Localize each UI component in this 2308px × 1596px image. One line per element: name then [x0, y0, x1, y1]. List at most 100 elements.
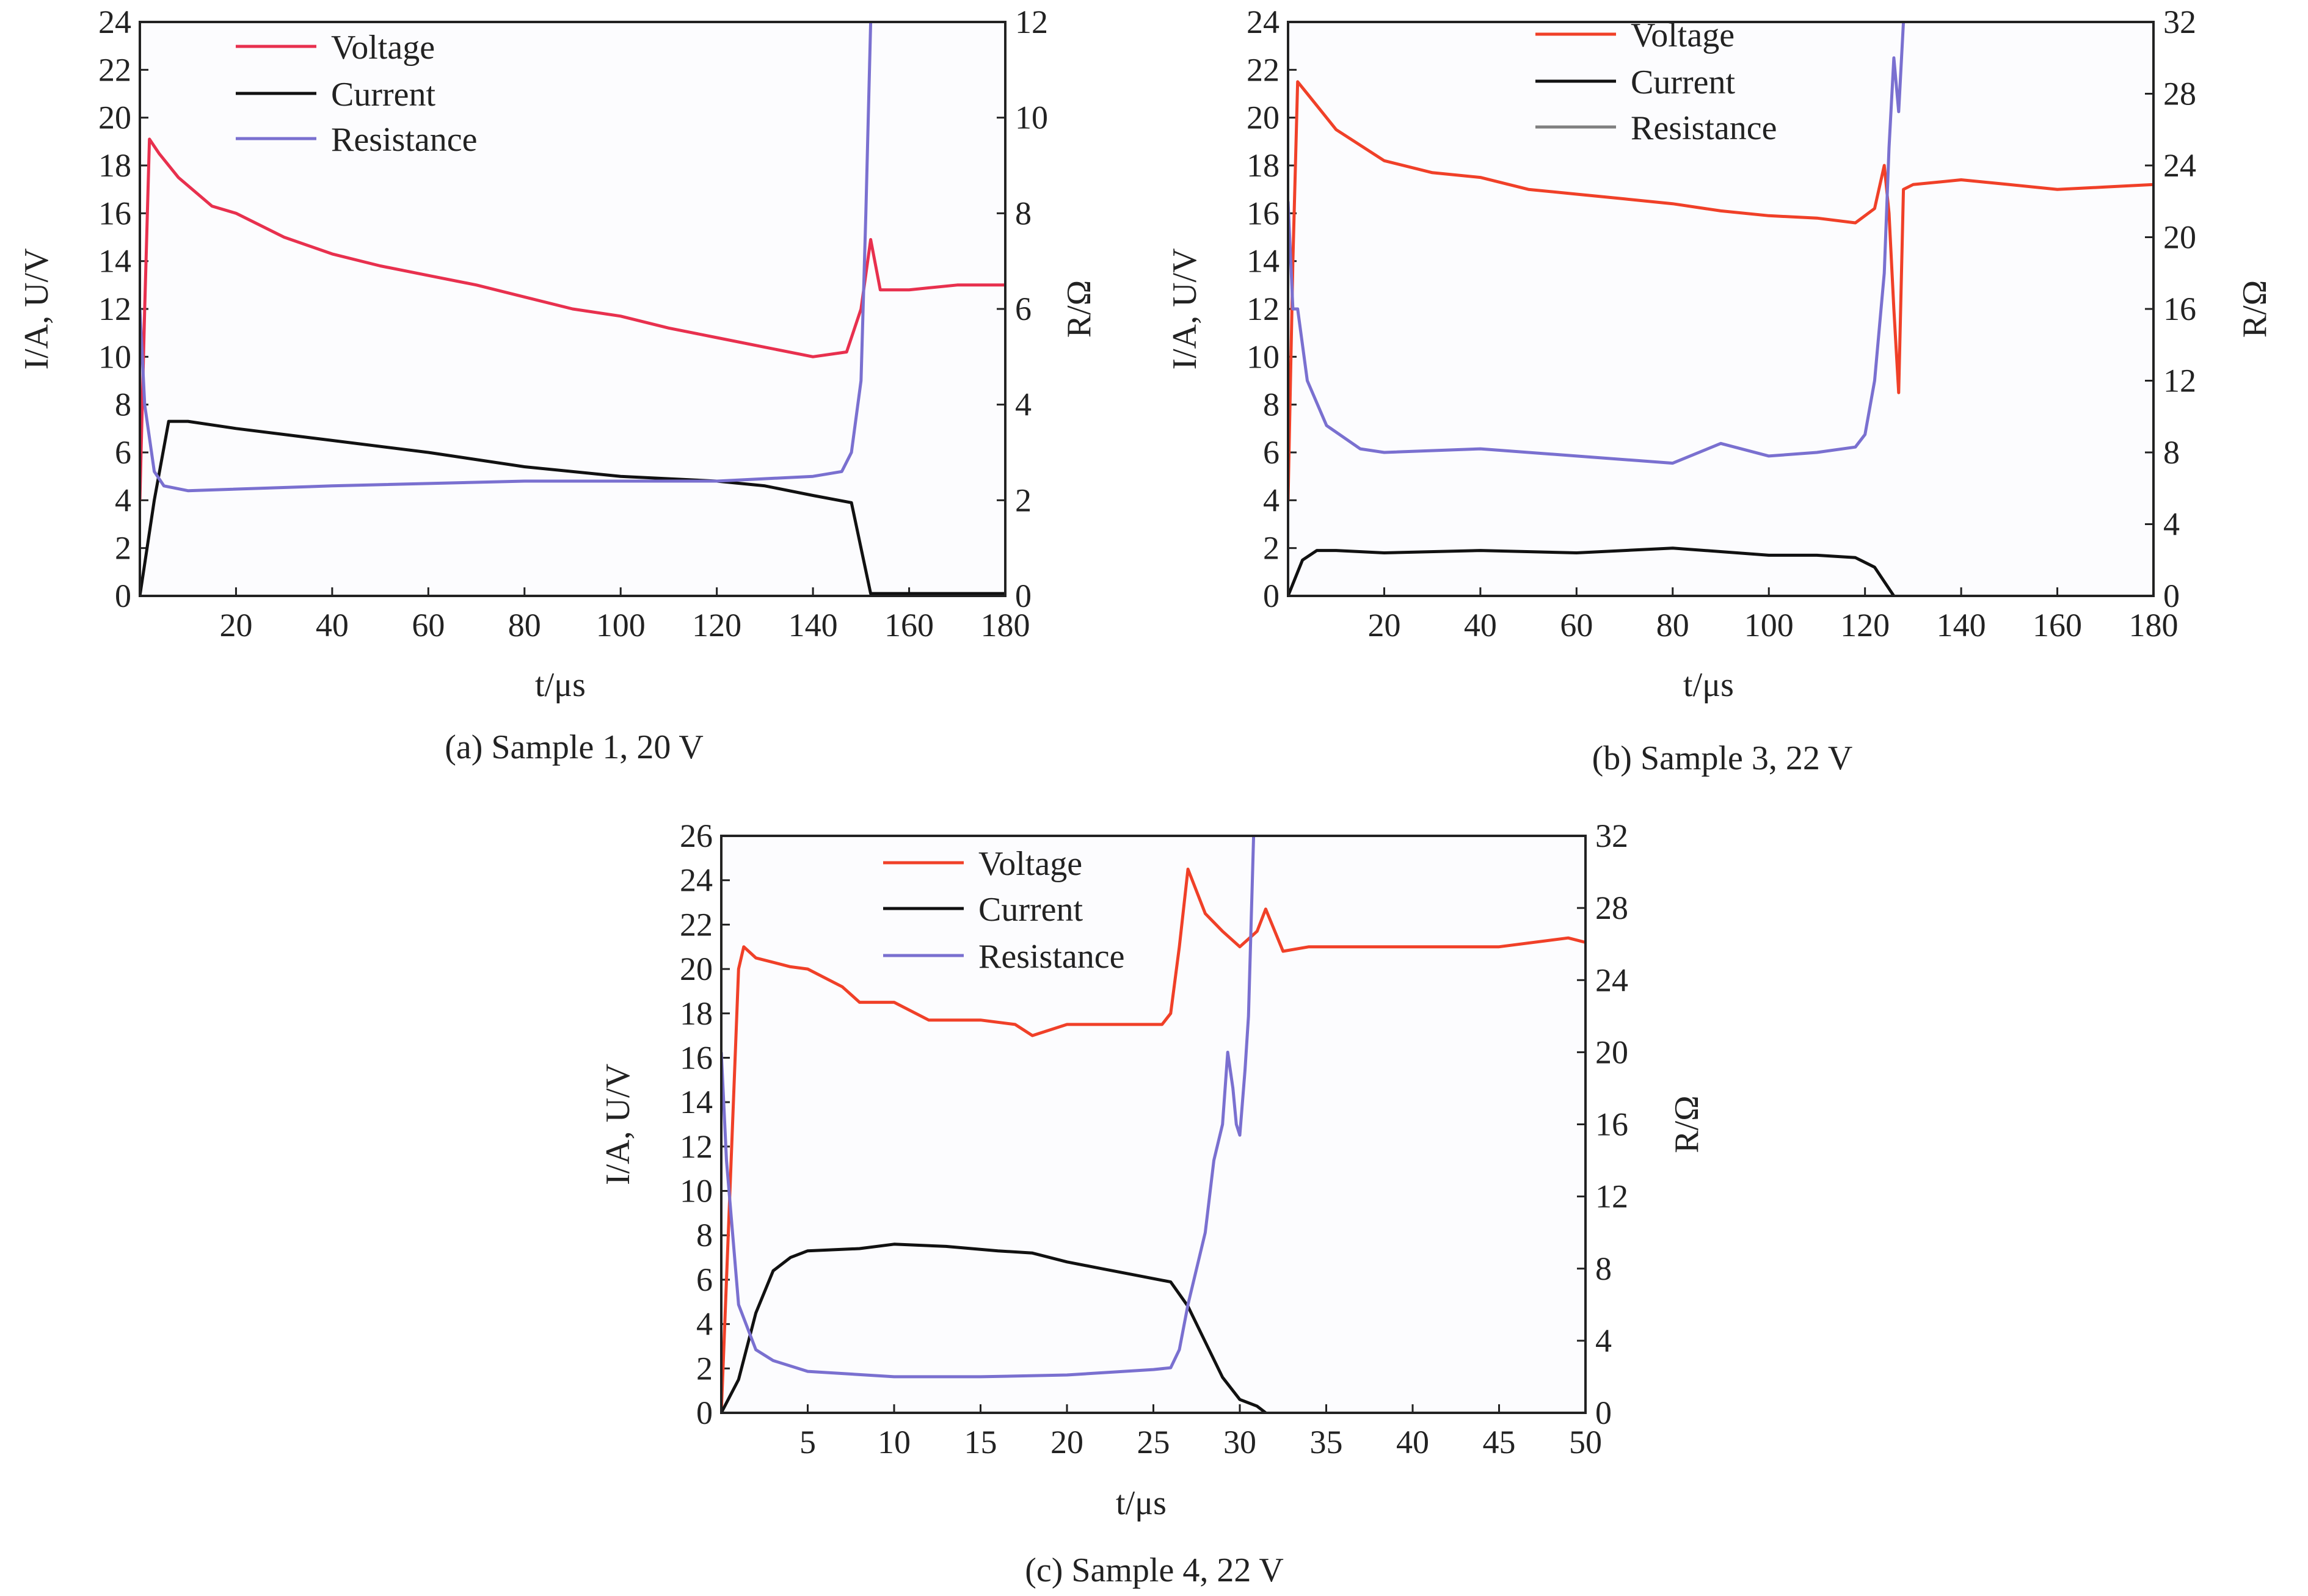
y-tick-label: 16 [1247, 195, 1280, 231]
y2-tick-label: 0 [1015, 578, 1032, 614]
y2-tick-label: 16 [1595, 1106, 1628, 1143]
x-tick-label: 120 [1840, 607, 1890, 644]
legend-label: Resistance [331, 121, 477, 159]
y-tick-label: 24 [1247, 4, 1280, 40]
y2-tick-label: 12 [2163, 363, 2196, 399]
y-tick-label: 2 [115, 530, 131, 567]
y-tick-label: 22 [680, 906, 713, 943]
x-axis-label: t/μs [535, 666, 586, 704]
x-tick-label: 120 [692, 607, 741, 644]
series-line-current [721, 1242, 1267, 1413]
y2-tick-label: 16 [2163, 291, 2196, 327]
x-tick-label: 40 [316, 607, 349, 644]
y-tick-label: 12 [1247, 291, 1280, 327]
x-tick-label: 140 [1937, 607, 1986, 644]
y2-tick-label: 28 [2163, 76, 2196, 112]
series-line-resistance [140, 22, 873, 493]
series-line-voltage [140, 137, 1005, 501]
legend-label: Current [331, 76, 436, 114]
y2-tick-label: 0 [2163, 578, 2180, 614]
y2-tick-label: 2 [1015, 482, 1032, 518]
y2-tick-label: 6 [1015, 291, 1032, 327]
y-axis-label: I/A, U/V [1166, 248, 1204, 369]
plot-frame [720, 835, 1587, 1414]
legend-label: Voltage [978, 845, 1082, 883]
y-tick-label: 4 [1263, 482, 1280, 518]
legend-label: Voltage [331, 29, 435, 67]
y2-tick-label: 24 [2163, 147, 2196, 184]
series-line-voltage [721, 868, 1585, 1413]
plot-area [1288, 22, 2153, 596]
y2-tick-label: 32 [1595, 818, 1628, 854]
y2-tick-label: 32 [2163, 4, 2196, 40]
y-tick-label: 0 [115, 578, 131, 614]
chart-caption: (a) Sample 1, 20 V [445, 728, 704, 766]
y2-tick-label: 10 [1015, 100, 1048, 136]
x-axis-label: t/μs [1683, 666, 1734, 704]
y-tick-label: 4 [696, 1306, 713, 1343]
x-tick-label: 180 [2129, 607, 2179, 644]
y2-axis-label: R/Ω [1668, 1095, 1706, 1153]
y-tick-label: 0 [1263, 578, 1280, 614]
legend-label: Resistance [978, 938, 1124, 976]
y-tick-label: 6 [696, 1261, 713, 1298]
legend-label: Voltage [1631, 16, 1735, 54]
y-tick-label: 20 [680, 951, 713, 987]
x-tick-label: 160 [884, 607, 934, 644]
y2-axis-label: R/Ω [1060, 280, 1098, 338]
y2-tick-label: 4 [1595, 1322, 1612, 1359]
y-tick-label: 22 [1247, 51, 1280, 88]
legend-label: Current [1631, 63, 1736, 101]
y2-tick-label: 4 [2163, 506, 2180, 543]
x-tick-label: 10 [878, 1424, 911, 1460]
x-tick-label: 35 [1310, 1424, 1343, 1460]
y2-axis-label: R/Ω [2236, 280, 2274, 338]
y-tick-label: 6 [1263, 434, 1280, 471]
x-tick-label: 80 [1656, 607, 1689, 644]
y-tick-label: 20 [1247, 100, 1280, 136]
series-line-current [1288, 546, 1895, 596]
x-tick-label: 40 [1396, 1424, 1429, 1460]
x-tick-label: 60 [1560, 607, 1593, 644]
y-axis-label: I/A, U/V [18, 248, 56, 369]
y2-tick-label: 20 [1595, 1034, 1628, 1070]
y-tick-label: 12 [680, 1128, 713, 1165]
y-tick-label: 2 [1263, 530, 1280, 567]
y-tick-label: 10 [1247, 338, 1280, 375]
y-tick-label: 26 [680, 818, 713, 854]
y2-tick-label: 8 [1595, 1250, 1612, 1287]
y-tick-label: 18 [98, 147, 131, 184]
plot-frame [139, 21, 1007, 597]
x-tick-label: 5 [799, 1424, 816, 1460]
y2-tick-label: 12 [1595, 1178, 1628, 1215]
y2-tick-label: 8 [2163, 434, 2180, 471]
y-tick-label: 24 [680, 862, 713, 899]
x-tick-label: 25 [1137, 1424, 1170, 1460]
y-tick-label: 16 [680, 1039, 713, 1076]
chart-c: 5 10 15 20 25 30 35 40 45 50024681012141618202224… [599, 818, 1706, 1589]
y-tick-label: 14 [680, 1084, 713, 1120]
chart-caption: (c) Sample 4, 22 V [1025, 1551, 1284, 1589]
y-tick-label: 12 [98, 291, 131, 327]
x-tick-label: 160 [2033, 607, 2082, 644]
x-tick-label: 30 [1223, 1424, 1256, 1460]
y-tick-label: 14 [1247, 243, 1280, 280]
chart-a: 20 40 60 80 100 120 140 160 18002468101214161820… [18, 4, 1098, 766]
y-tick-label: 18 [680, 995, 713, 1032]
y-tick-label: 14 [98, 243, 131, 280]
y2-tick-label: 8 [1015, 195, 1032, 231]
y-tick-label: 8 [696, 1217, 713, 1253]
x-tick-label: 140 [788, 607, 838, 644]
y-tick-label: 24 [98, 4, 131, 40]
y2-tick-label: 4 [1015, 386, 1032, 423]
x-tick-label: 60 [412, 607, 445, 644]
y2-tick-label: 24 [1595, 962, 1628, 998]
x-tick-label: 20 [1050, 1424, 1083, 1460]
x-tick-label: 20 [1367, 607, 1400, 644]
y-axis-label: I/A, U/V [599, 1064, 637, 1185]
series-line-voltage [1288, 80, 2153, 501]
y-tick-label: 10 [98, 338, 131, 375]
x-tick-label: 180 [981, 607, 1030, 644]
y-tick-label: 8 [115, 386, 131, 423]
